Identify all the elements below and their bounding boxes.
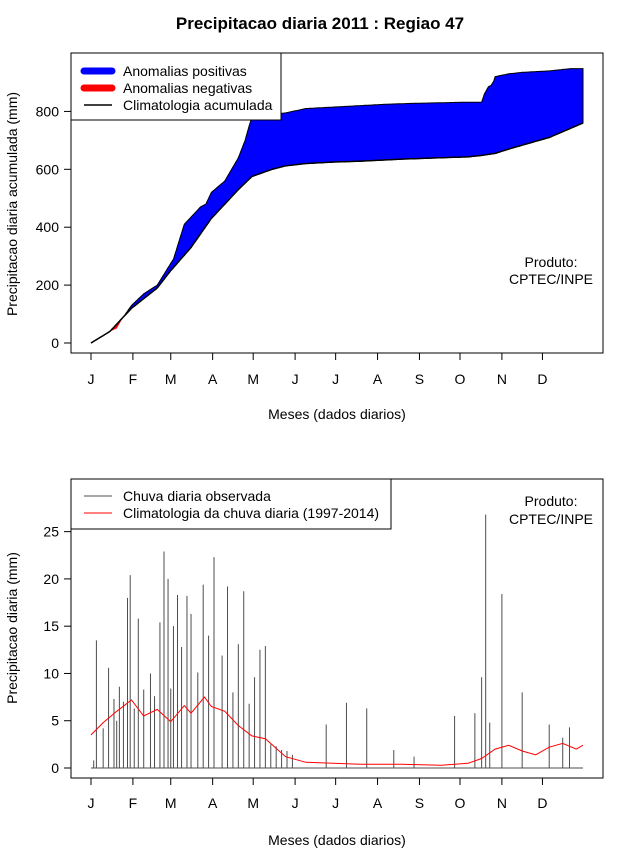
x-tick-label: M — [247, 371, 259, 387]
y-tick-label: 0 — [51, 335, 59, 351]
product-label-top-line1: Produto: — [525, 254, 578, 270]
y-tick-label: 600 — [36, 161, 60, 177]
y-tick-label: 200 — [36, 277, 60, 293]
y-axis-label-bottom: Precipitacao diaria (mm) — [4, 552, 20, 704]
page-title: Precipitacao diaria 2011 : Regiao 47 — [175, 14, 465, 33]
x-tick-label: J — [332, 795, 339, 811]
x-tick-label: J — [88, 795, 95, 811]
y-tick-label: 10 — [43, 665, 59, 681]
y-axis-label-top: Precipitacao diaria acumulada (mm) — [4, 92, 20, 316]
x-tick-label: A — [373, 795, 383, 811]
x-tick-label: F — [129, 795, 138, 811]
x-tick-label: M — [165, 795, 177, 811]
x-tick-label: D — [537, 795, 547, 811]
x-tick-label: J — [88, 371, 95, 387]
product-label-bottom-line2: CPTEC/INPE — [509, 511, 593, 527]
x-tick-label: S — [415, 371, 424, 387]
legend-label-observed: Chuva diaria observada — [123, 488, 271, 504]
legend-label-daily-climatology: Climatologia da chuva diaria (1997-2014) — [123, 505, 379, 521]
x-tick-label: J — [332, 371, 339, 387]
y-tick-label: 800 — [36, 103, 60, 119]
y-axis-bottom: 0 5 10 15 20 25 — [43, 524, 72, 776]
y-tick-label: 20 — [43, 571, 59, 587]
x-tick-label: J — [292, 371, 299, 387]
product-label-top-line2: CPTEC/INPE — [509, 271, 593, 287]
x-tick-label: A — [208, 795, 218, 811]
x-tick-label: D — [537, 371, 547, 387]
legend-label-negative: Anomalias negativas — [123, 80, 252, 96]
x-tick-label: J — [292, 795, 299, 811]
y-tick-label: 5 — [51, 713, 59, 729]
y-tick-label: 400 — [36, 219, 60, 235]
x-tick-label: N — [497, 795, 507, 811]
x-tick-label: F — [129, 371, 138, 387]
x-tick-label: S — [415, 795, 424, 811]
x-axis-label-top: Meses (dados diarios) — [268, 406, 406, 422]
x-tick-label: O — [455, 795, 466, 811]
legend-box-bottom — [70, 478, 392, 530]
daily-climatology-line — [90, 696, 584, 766]
y-tick-label: 0 — [51, 760, 59, 776]
product-label-bottom-line1: Produto: — [525, 493, 578, 509]
legend-bottom: Chuva diaria observada Climatologia da c… — [70, 478, 392, 530]
y-tick-label: 15 — [43, 618, 59, 634]
y-tick-label: 25 — [43, 524, 59, 540]
cumulative-precipitation-chart: 0 200 400 600 800 J F M A M J J A S O N D Precipitacao … — [4, 52, 604, 422]
legend-label-positive: Anomalias positivas — [123, 63, 247, 79]
observed-daily-bars — [91, 514, 583, 769]
x-tick-label: M — [165, 371, 177, 387]
x-axis-label-bottom: Meses (dados diarios) — [268, 832, 406, 848]
legend-top: Anomalias positivas Anomalias negativas … — [70, 52, 282, 121]
legend-label-climatology: Climatologia acumulada — [123, 97, 273, 113]
x-tick-label: A — [373, 371, 383, 387]
x-tick-label: N — [497, 371, 507, 387]
cumulative-climatology-line — [90, 122, 584, 344]
x-tick-label: O — [455, 371, 466, 387]
y-axis-top: 0 200 400 600 800 — [36, 103, 72, 351]
x-tick-label: M — [247, 795, 259, 811]
x-tick-label: A — [208, 371, 218, 387]
